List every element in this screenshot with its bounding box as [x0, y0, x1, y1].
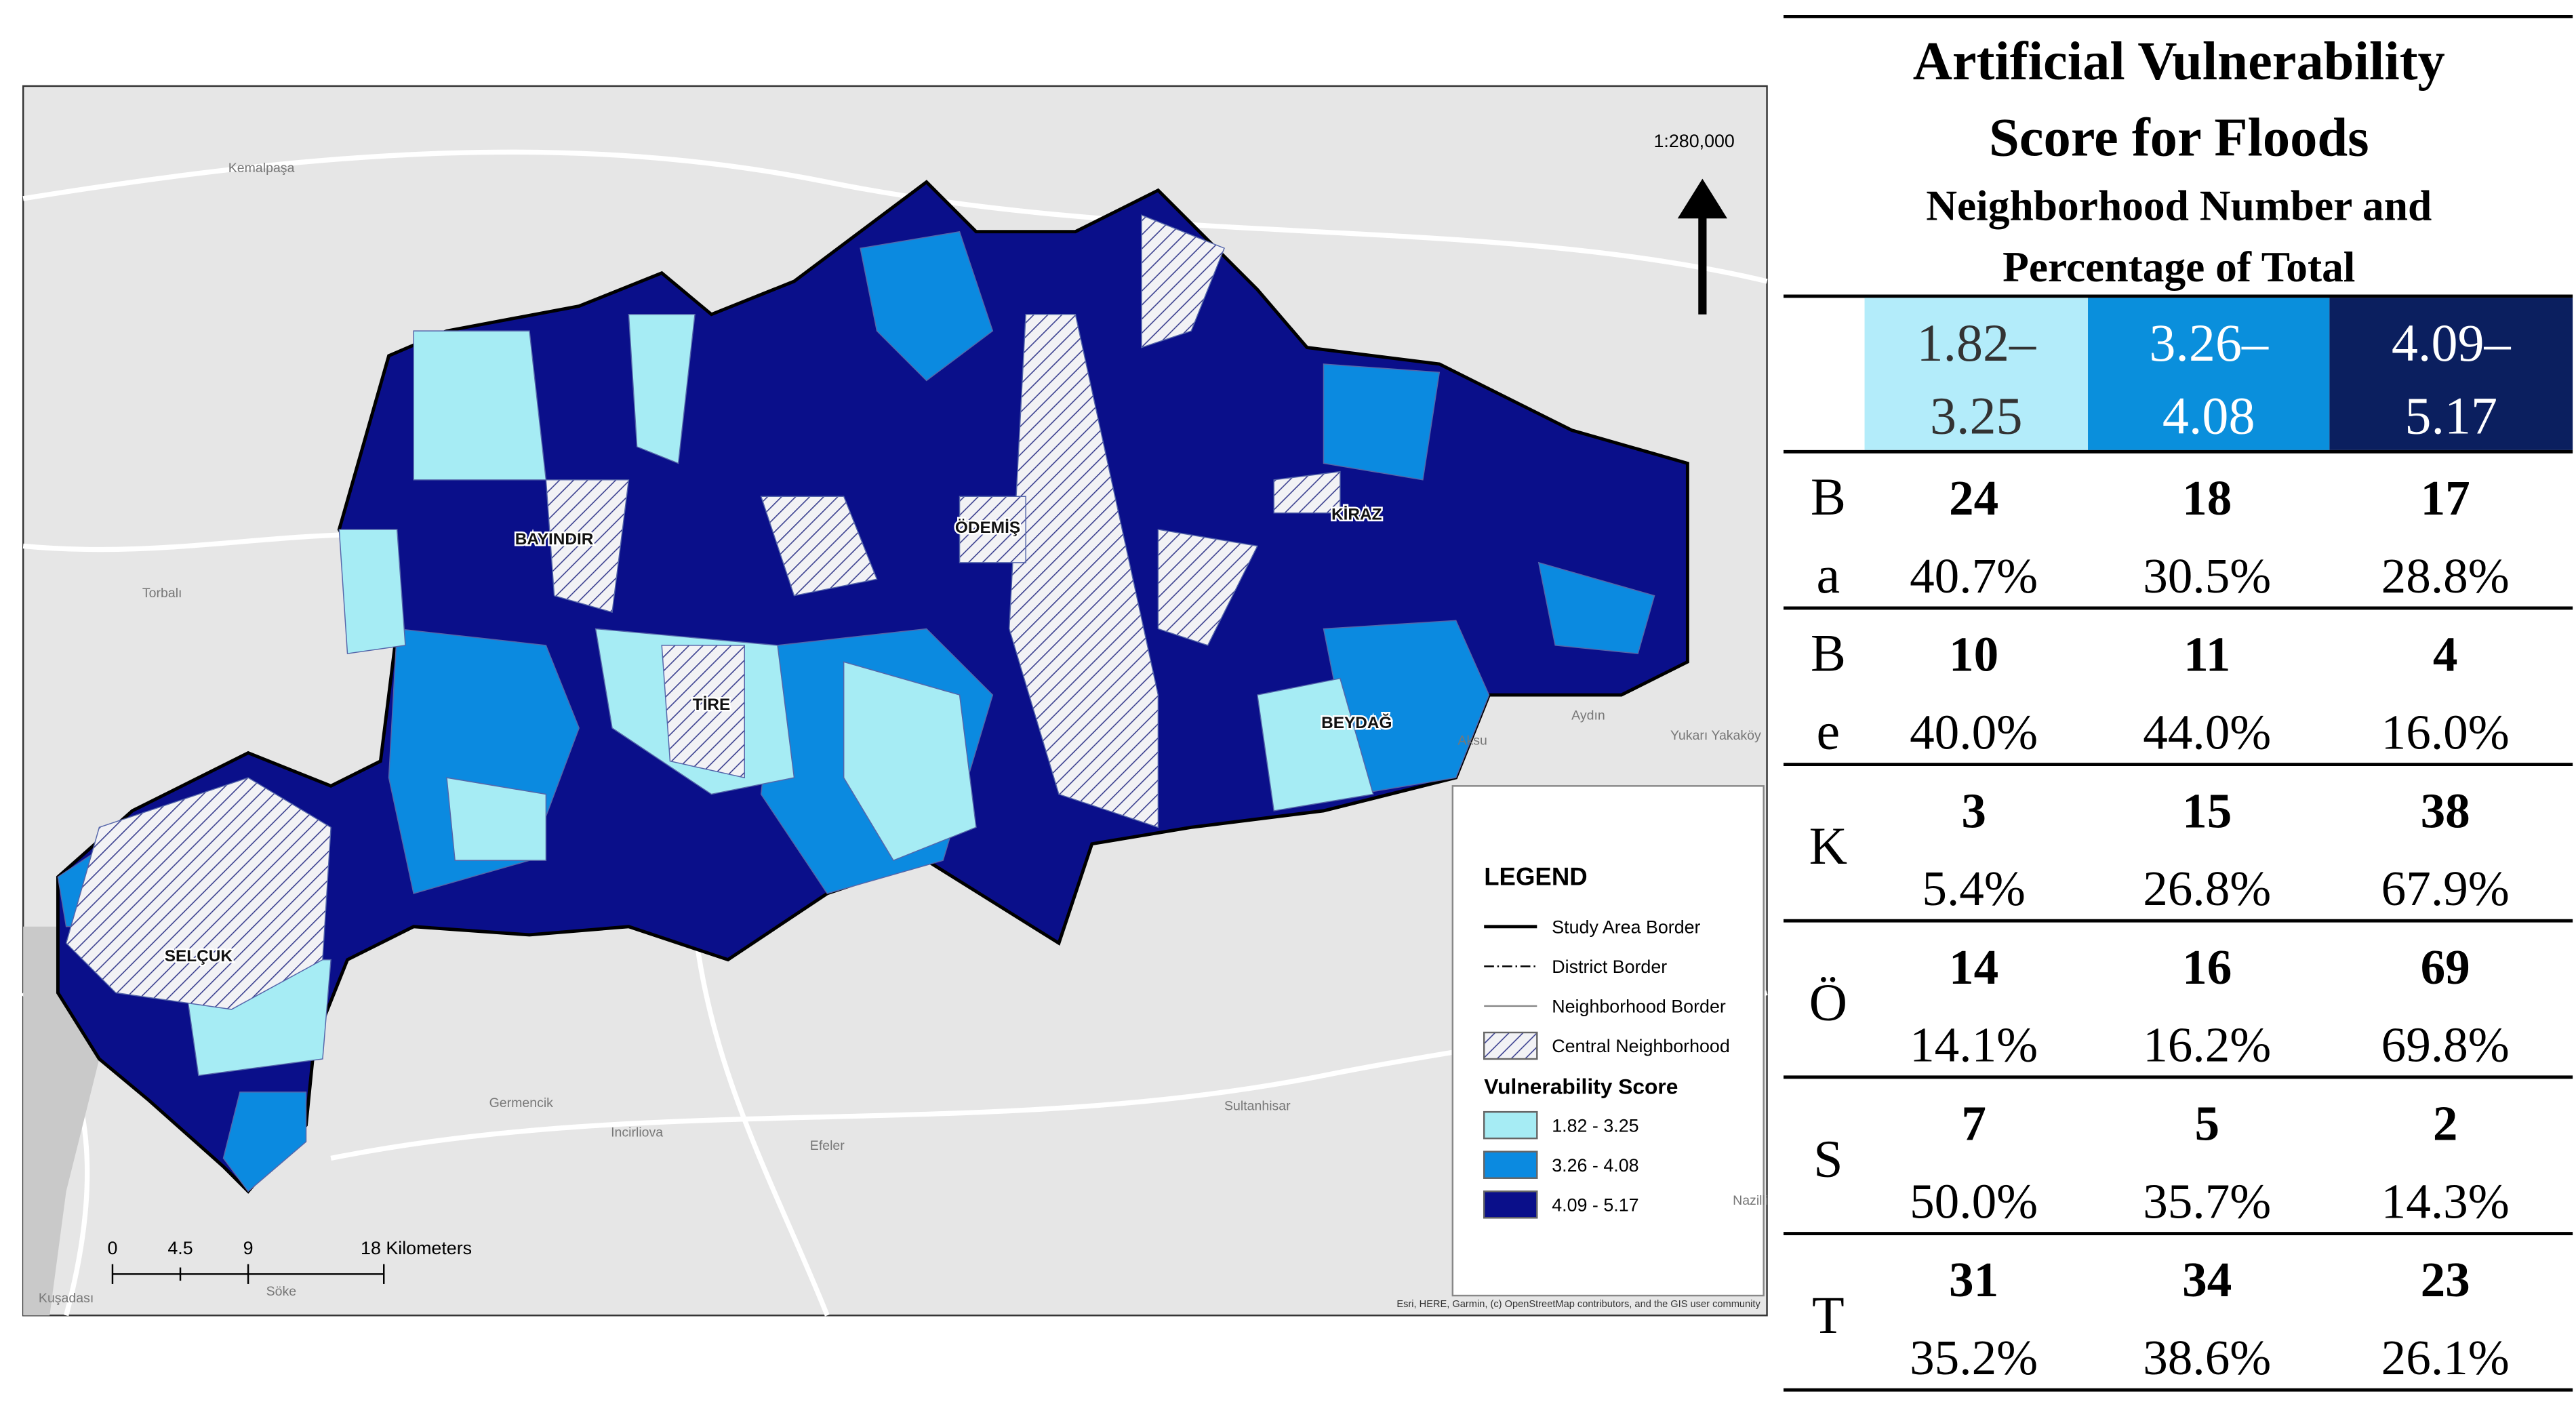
- count: 2: [2433, 1096, 2458, 1151]
- count: 11: [2183, 627, 2230, 682]
- percent: 40.0%: [1910, 704, 2038, 759]
- north-arrow: [1677, 178, 1727, 315]
- header-label: 3.26–: [2149, 313, 2269, 372]
- row-label: B: [1811, 624, 1846, 683]
- header-cell: [2088, 298, 2330, 450]
- legend-swatch: [1483, 1190, 1538, 1219]
- row-label: Ö: [1809, 973, 1847, 1032]
- score-patches: [57, 214, 1655, 1193]
- basemap-label: Aksu: [1457, 733, 1487, 748]
- row-label: e: [1817, 701, 1840, 760]
- header-label: 1.82–: [1916, 313, 2036, 372]
- legend-title: LEGEND: [1484, 863, 1588, 891]
- header-label: 3.25: [1930, 386, 2023, 445]
- count: 10: [1949, 627, 1998, 682]
- district-label: KİRAZ: [1331, 505, 1382, 523]
- count: 24: [1949, 470, 1998, 525]
- basemap-label: Torbalı: [142, 586, 182, 601]
- header-cell: [2329, 298, 2573, 450]
- count: 4: [2433, 627, 2458, 682]
- row-label: K: [1809, 816, 1847, 875]
- percent: 67.9%: [2381, 861, 2510, 916]
- legend-label: 3.26 - 4.08: [1552, 1155, 1638, 1176]
- scale-bar: [111, 1264, 385, 1284]
- legend-label: District Border: [1552, 957, 1667, 977]
- header-cell: [1864, 298, 2089, 450]
- percent: 5.4%: [1922, 861, 2025, 916]
- percent: 44.0%: [2143, 704, 2271, 759]
- legend-label: Neighborhood Border: [1552, 997, 1726, 1017]
- count: 5: [2194, 1096, 2219, 1151]
- table-title: Artificial Vulnerability Score for Floods: [1913, 31, 2445, 167]
- percent: 16.0%: [2381, 704, 2510, 759]
- percent: 30.5%: [2143, 548, 2271, 603]
- district-label: SELÇUK: [165, 947, 233, 965]
- legend-swatch: [1483, 1110, 1538, 1140]
- map: [21, 85, 1768, 1317]
- count: 38: [2421, 783, 2470, 838]
- basemap-label: Kemalpaşa: [228, 161, 295, 176]
- count: 15: [2182, 783, 2232, 838]
- count: 14: [1949, 940, 1998, 995]
- district-label: TİRE: [693, 696, 731, 714]
- count: 3: [1961, 783, 1986, 838]
- basemap-label: Incirliova: [611, 1125, 663, 1140]
- count: 69: [2421, 940, 2470, 995]
- percent: 26.1%: [2381, 1330, 2510, 1385]
- scale-text: 1:280,000: [1653, 131, 1734, 151]
- legend-swatch: [1483, 1150, 1538, 1179]
- percent: 28.8%: [2381, 548, 2510, 603]
- basemap-label: Aydın: [1571, 708, 1605, 723]
- percent: 38.6%: [2143, 1330, 2271, 1385]
- attribution: Esri, HERE, Garmin, (c) OpenStreetMap co…: [1396, 1299, 1760, 1310]
- legend-label: 4.09 - 5.17: [1552, 1195, 1638, 1216]
- scale-bar-label: 9: [243, 1238, 254, 1258]
- district-label: BAYINDIR: [515, 530, 594, 548]
- scale-bar-label: 0: [107, 1238, 117, 1258]
- header-label: 4.08: [2162, 386, 2255, 445]
- count: 31: [1949, 1252, 1998, 1307]
- row-label: S: [1813, 1129, 1843, 1188]
- percent: 14.3%: [2381, 1174, 2510, 1228]
- count: 18: [2182, 470, 2232, 525]
- district-label: ÖDEMİŞ: [955, 519, 1020, 537]
- legend-label: Central Neighborhood: [1552, 1036, 1730, 1056]
- basemap-label: Nazilli: [1733, 1193, 1768, 1208]
- percent: 40.7%: [1910, 548, 2038, 603]
- percent: 35.7%: [2143, 1174, 2271, 1228]
- row-label: B: [1811, 467, 1846, 526]
- scale-bar-label: 4.5: [167, 1238, 193, 1258]
- row-label: T: [1812, 1285, 1845, 1344]
- district-label: BEYDAĞ: [1321, 713, 1392, 732]
- percent: 26.8%: [2143, 861, 2271, 916]
- row-label: a: [1817, 545, 1840, 604]
- basemap-label: Germencik: [489, 1096, 554, 1110]
- percent: 35.2%: [1910, 1330, 2038, 1385]
- count: 34: [2182, 1252, 2232, 1307]
- basemap-label: Söke: [266, 1284, 296, 1299]
- percent: 69.8%: [2381, 1018, 2510, 1073]
- percent: 14.1%: [1910, 1018, 2038, 1073]
- header-label: 4.09–: [2392, 313, 2512, 372]
- legend-label: Study Area Border: [1552, 917, 1700, 938]
- count: 17: [2421, 470, 2470, 525]
- percent: 16.2%: [2143, 1018, 2271, 1073]
- table-subtitle: Neighborhood Number and Percentage of Tot…: [1926, 182, 2432, 291]
- basemap-label: Kuşadası: [39, 1291, 94, 1306]
- legend-subtitle: Vulnerability Score: [1484, 1074, 1678, 1098]
- basemap-label: Yukarı Yakaköy: [1670, 728, 1761, 743]
- header-label: 5.17: [2404, 386, 2497, 445]
- basemap-label: Efeler: [810, 1138, 845, 1153]
- percent: 50.0%: [1910, 1174, 2038, 1228]
- count: 7: [1961, 1096, 1986, 1151]
- count: 16: [2182, 940, 2232, 995]
- legend-swatch: [1483, 1031, 1538, 1060]
- count: 23: [2421, 1252, 2470, 1307]
- legend-label: 1.82 - 3.25: [1552, 1115, 1638, 1136]
- basemap-label: Sultanhisar: [1224, 1099, 1291, 1114]
- scale-bar-label: 18 Kilometers: [361, 1238, 472, 1258]
